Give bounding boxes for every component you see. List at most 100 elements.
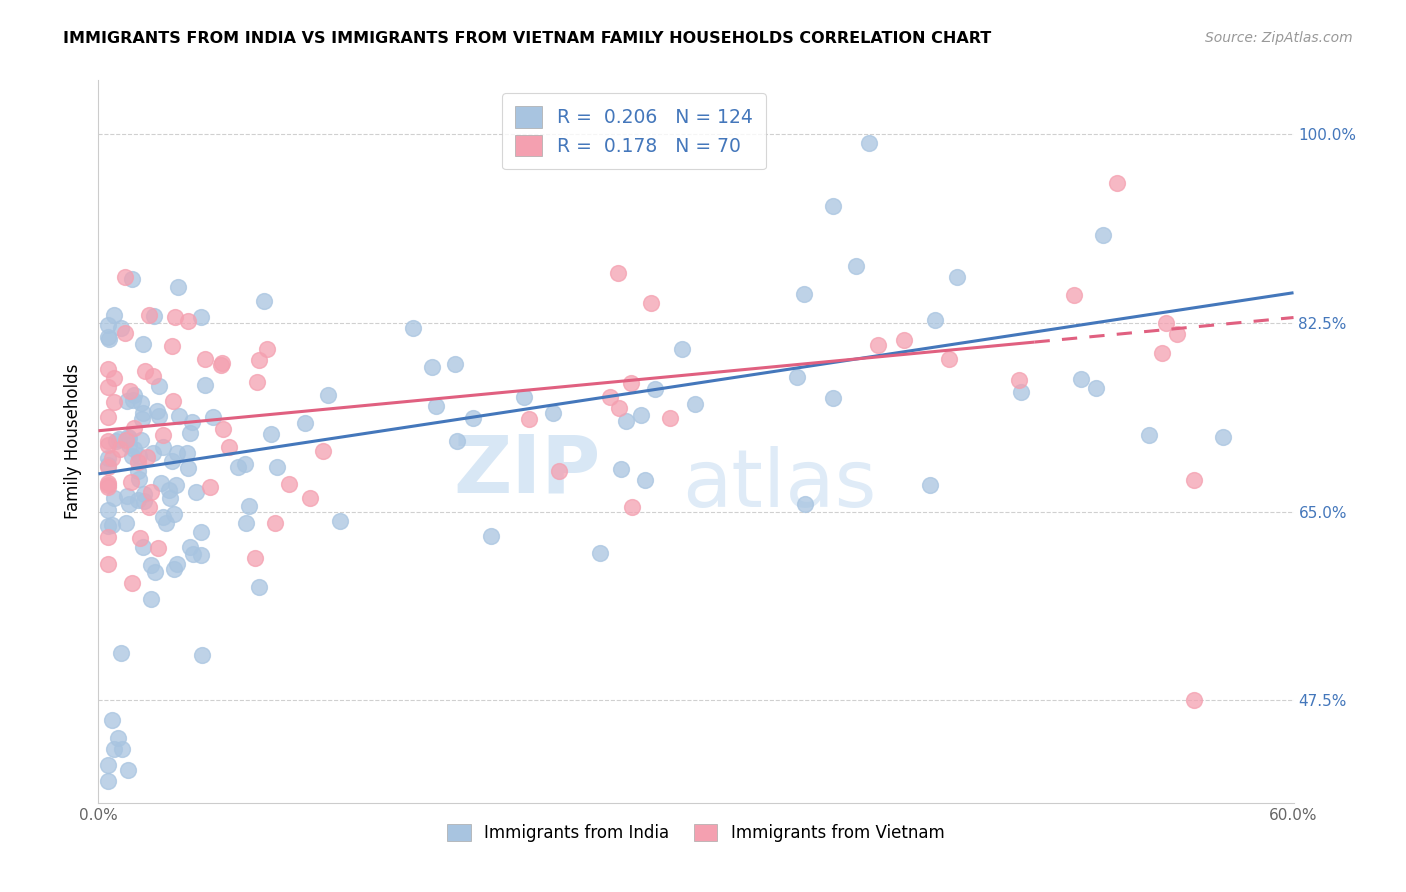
Point <box>256 342 278 356</box>
Point <box>793 498 815 512</box>
Point <box>245 550 267 565</box>
Point <box>97 434 120 449</box>
Point <box>97 451 120 466</box>
Point <box>138 500 160 515</box>
Point <box>97 409 120 424</box>
Point <box>152 510 174 524</box>
Y-axis label: Family Households: Family Households <box>65 364 83 519</box>
Point <box>120 475 142 489</box>
Legend: Immigrants from India, Immigrants from Vietnam: Immigrants from India, Immigrants from V… <box>440 817 952 848</box>
Point <box>118 437 141 451</box>
Point <box>134 364 156 378</box>
Point <box>128 449 150 463</box>
Point <box>131 406 153 420</box>
Point <box>316 388 339 402</box>
Point <box>157 483 180 497</box>
Point <box>152 428 174 442</box>
Point <box>179 541 201 555</box>
Point <box>97 530 120 544</box>
Point <box>920 478 942 492</box>
Point <box>97 478 120 492</box>
Point <box>97 362 120 376</box>
Point <box>634 473 657 487</box>
Point <box>823 199 845 213</box>
Point <box>167 409 190 423</box>
Point <box>191 648 214 662</box>
Point <box>181 415 204 429</box>
Point <box>218 440 240 454</box>
Point <box>209 358 232 372</box>
Point <box>640 295 662 310</box>
Point <box>1063 287 1085 301</box>
Point <box>644 382 666 396</box>
Point <box>129 433 152 447</box>
Point <box>162 394 184 409</box>
Point <box>1010 385 1032 400</box>
Point <box>235 516 257 531</box>
Point <box>110 320 132 334</box>
Text: ZIP: ZIP <box>453 432 600 509</box>
Point <box>683 396 706 410</box>
Point <box>163 562 186 576</box>
Point <box>512 391 534 405</box>
Point <box>443 357 465 371</box>
Point <box>786 370 808 384</box>
Point <box>422 359 444 374</box>
Point <box>177 314 200 328</box>
Point <box>97 476 120 491</box>
Point <box>121 271 143 285</box>
Point <box>868 338 890 352</box>
Point <box>299 491 322 505</box>
Point <box>938 351 960 366</box>
Point <box>190 548 212 562</box>
Point <box>461 410 484 425</box>
Point <box>163 507 186 521</box>
Point <box>117 394 139 409</box>
Point <box>184 485 207 500</box>
Point <box>238 499 260 513</box>
Point <box>134 486 156 500</box>
Point <box>129 532 152 546</box>
Point <box>152 440 174 454</box>
Point <box>97 774 120 789</box>
Point <box>104 434 127 449</box>
Point <box>543 406 565 420</box>
Point <box>177 460 200 475</box>
Point <box>793 286 815 301</box>
Text: atlas: atlas <box>682 446 877 524</box>
Point <box>630 409 652 423</box>
Point <box>425 400 447 414</box>
Point <box>166 279 188 293</box>
Point <box>122 387 145 401</box>
Point <box>211 356 233 370</box>
Point <box>101 713 124 727</box>
Point <box>194 378 217 392</box>
Point <box>226 459 249 474</box>
Point <box>671 343 693 357</box>
Point <box>97 519 120 533</box>
Point <box>131 411 153 425</box>
Point <box>610 461 633 475</box>
Point <box>266 460 288 475</box>
Point <box>163 310 186 324</box>
Point <box>115 516 138 530</box>
Point <box>607 266 630 280</box>
Point <box>114 269 136 284</box>
Point <box>148 409 170 424</box>
Point <box>97 438 120 452</box>
Point <box>1070 371 1092 385</box>
Point <box>127 464 149 478</box>
Point <box>162 339 184 353</box>
Point <box>97 380 120 394</box>
Point <box>246 375 269 389</box>
Point <box>142 309 165 323</box>
Point <box>97 480 120 494</box>
Point <box>165 478 187 492</box>
Point <box>136 450 159 464</box>
Point <box>233 457 256 471</box>
Point <box>128 471 150 485</box>
Point <box>103 742 125 756</box>
Point <box>97 458 120 473</box>
Point <box>821 391 844 405</box>
Point <box>277 476 299 491</box>
